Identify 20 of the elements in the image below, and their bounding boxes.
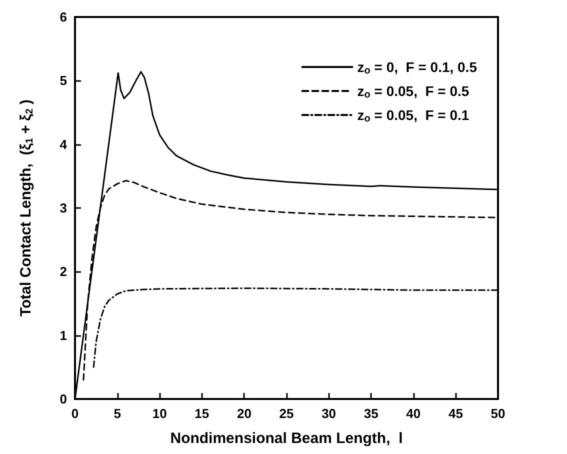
x-tick-label: 50 — [490, 406, 506, 421]
x-tick-label: 20 — [236, 406, 252, 421]
x-tick-label: 25 — [279, 406, 294, 421]
x-tick-label: 35 — [364, 406, 378, 421]
x-tick-label: 40 — [406, 406, 421, 421]
x-tick-label: 15 — [194, 406, 210, 421]
y-tick-label: 0 — [60, 392, 67, 406]
x-axis-title: Nondimensional Beam Length, l — [170, 430, 403, 447]
y-tick-label: 5 — [60, 73, 67, 88]
x-tick-label: 10 — [152, 406, 167, 421]
x-tick-label: 0 — [71, 406, 79, 421]
y-tick-label: 3 — [60, 200, 67, 216]
y-tick-label: 1 — [60, 328, 67, 343]
y-tick-label: 2 — [60, 264, 67, 280]
x-tick-label: 5 — [114, 406, 121, 421]
x-tick-label: 30 — [322, 406, 336, 421]
y-tick-label: 6 — [60, 10, 67, 24]
x-tick-label: 45 — [448, 406, 463, 421]
y-tick-label: 4 — [60, 136, 68, 152]
y-axis-title: Total Contact Length, (ξ1 + ξ2 ) — [18, 99, 36, 317]
